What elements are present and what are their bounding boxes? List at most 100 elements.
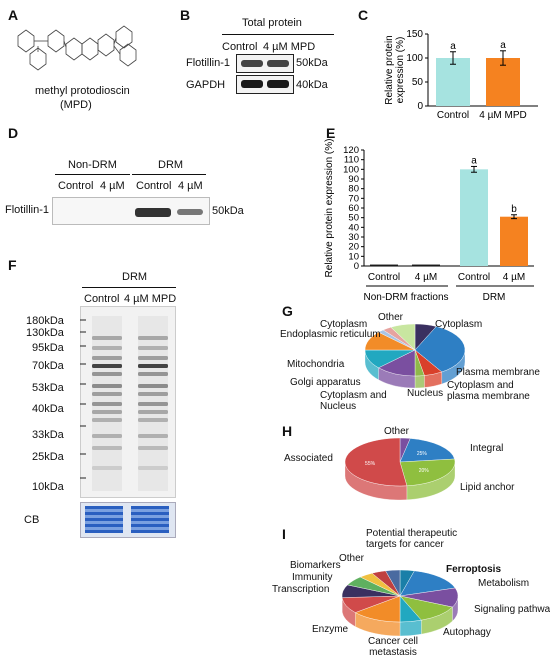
gel-band xyxy=(92,372,122,376)
x-tick-label: 4 µM xyxy=(415,272,437,283)
significance-letter: a xyxy=(450,41,456,52)
gel-lane xyxy=(92,316,122,491)
y-tick-label: 100 xyxy=(406,53,423,64)
i-label-ferroptosis: Ferroptosis xyxy=(446,564,502,575)
f-marker-70: 70kDa xyxy=(32,360,64,372)
y-tick-label: 120 xyxy=(343,145,359,156)
y-tick-label: 50 xyxy=(348,213,359,224)
gel-band xyxy=(92,356,122,360)
pie-slice xyxy=(344,437,408,487)
b-row-flotillin: Flotillin-1 xyxy=(186,57,231,69)
gel-band xyxy=(92,466,122,470)
gel-band xyxy=(138,446,168,450)
x-tick-label: Control xyxy=(368,272,400,283)
i-label-metastasis: Cancer cell metastasis xyxy=(367,636,419,658)
gel-band xyxy=(92,336,122,340)
pie-side xyxy=(399,619,422,637)
g-label-er: Endoplasmic reticulum xyxy=(280,329,381,340)
band xyxy=(241,60,263,67)
y-tick-label: 70 xyxy=(348,193,359,204)
g-label-cytoplasm-right: Cytoplasm xyxy=(435,319,483,330)
f-marker-33: 33kDa xyxy=(32,429,64,441)
molecule-structure xyxy=(17,25,137,71)
pie-slice xyxy=(399,570,456,597)
gel-band xyxy=(92,446,122,450)
y-tick-label: 20 xyxy=(348,242,359,253)
band xyxy=(267,80,289,88)
y-axis-title: Relative proteinexpression (%) xyxy=(384,35,406,104)
gel-band xyxy=(138,372,168,376)
pie-slice xyxy=(399,458,456,487)
d-row-flotillin: Flotillin-1 xyxy=(5,204,50,216)
x-tick-label: 4 µM xyxy=(503,272,525,283)
compound-name: methyl protodioscin xyxy=(35,85,130,97)
significance-letter: a xyxy=(471,155,477,166)
f-group-drm: DRM xyxy=(122,271,148,283)
pie-pct-label: 25% xyxy=(417,451,428,457)
y-tick-label: 150 xyxy=(406,29,423,40)
pie-slice xyxy=(385,569,401,597)
y-tick-label: 110 xyxy=(344,155,359,166)
x-tick-label: Control xyxy=(437,110,469,121)
band xyxy=(177,209,203,215)
band xyxy=(241,80,263,88)
y-tick-label: 100 xyxy=(343,164,359,175)
significance-letter: a xyxy=(500,40,506,51)
g-label-mitochondria: Mitochondria xyxy=(287,359,345,370)
panel-label-d: D xyxy=(8,125,19,141)
gel-band xyxy=(138,418,168,422)
pie-side xyxy=(414,375,425,389)
pie-pct-label: 55% xyxy=(365,461,376,467)
y-tick-label: 80 xyxy=(348,184,359,195)
gel-band xyxy=(92,434,122,438)
i-label-metabolism: Metabolism xyxy=(478,578,530,589)
pie-chart-i xyxy=(341,569,459,637)
gel-band xyxy=(92,418,122,422)
b-blot-flotillin xyxy=(236,54,294,73)
bar xyxy=(436,58,470,106)
x-tick-label: Control xyxy=(458,272,490,283)
significance-letter: b xyxy=(511,204,517,215)
f-marker-10: 10kDa xyxy=(32,481,64,493)
f-gel-lanes xyxy=(80,316,168,491)
y-tick-label: 30 xyxy=(348,232,359,243)
b-mw-50: 50kDa xyxy=(296,57,328,69)
i-label-transcription: Transcription xyxy=(272,584,330,595)
panel-label-f: F xyxy=(8,257,17,273)
pie-slice xyxy=(390,323,416,351)
h-label-associated: Associated xyxy=(284,453,333,464)
compound-abbr: (MPD) xyxy=(60,99,92,111)
g-label-plasma-membrane: Plasma membrane xyxy=(456,367,540,378)
gel-band xyxy=(138,364,168,368)
bar xyxy=(500,216,528,266)
gel-band xyxy=(92,410,122,414)
d-lane-1: Control xyxy=(58,180,94,192)
g-label-cyto-plasma: Cytoplasm and plasma membrane xyxy=(447,380,530,402)
bar xyxy=(486,58,520,106)
pie-slice xyxy=(354,595,401,623)
d-blot xyxy=(52,197,210,225)
g-label-cyto-nucleus: Cytoplasm and Nucleus xyxy=(320,390,387,412)
pie-slice xyxy=(414,326,466,373)
gel-band xyxy=(92,384,122,388)
i-label-enzyme: Enzyme xyxy=(312,624,349,635)
band xyxy=(267,60,289,67)
f-cond-mpd: 4 µM MPD xyxy=(124,293,177,305)
gel-band xyxy=(92,364,122,368)
gel-band xyxy=(138,434,168,438)
gel-band xyxy=(138,346,168,350)
b-mw-40: 40kDa xyxy=(296,79,328,91)
f-cb-stain xyxy=(80,502,176,538)
f-marker-40: 40kDa xyxy=(32,403,64,415)
d-group-nondrm: Non-DRM xyxy=(68,159,117,171)
y-tick-label: 50 xyxy=(412,77,424,88)
gel-band xyxy=(138,466,168,470)
d-lane-4: 4 µM xyxy=(178,180,203,192)
d-lane-3: Control xyxy=(136,180,172,192)
i-label-other: Other xyxy=(339,553,365,564)
pie-chart-g xyxy=(364,323,466,389)
gel-band xyxy=(92,392,122,396)
y-tick-label: 10 xyxy=(348,251,359,262)
i-label-signaling: Signaling pathways xyxy=(474,604,550,615)
